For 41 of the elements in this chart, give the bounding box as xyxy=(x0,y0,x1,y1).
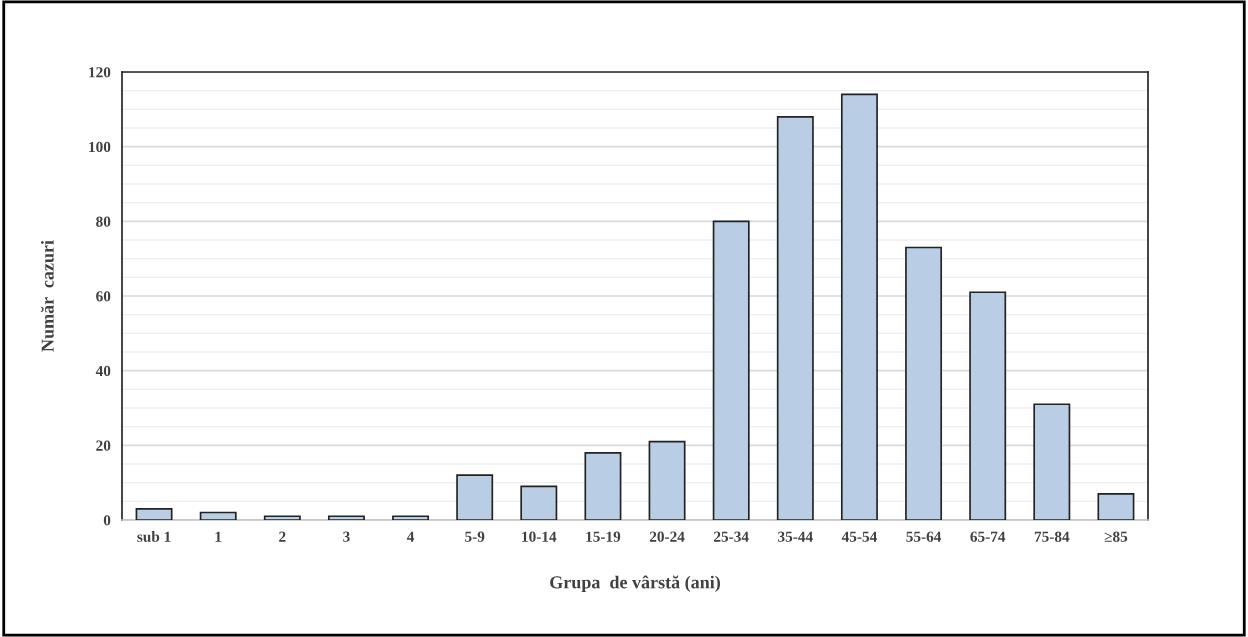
bar xyxy=(648,440,686,520)
bar xyxy=(1097,493,1135,520)
y-axis-title: Număr cazuri xyxy=(40,240,54,352)
bar xyxy=(263,515,301,520)
x-tick-label: 3 xyxy=(343,531,350,542)
bar xyxy=(584,451,622,520)
bar xyxy=(776,115,814,520)
bar xyxy=(712,220,750,520)
x-tick-label: 20-24 xyxy=(649,531,685,542)
x-tick-label: 45-54 xyxy=(841,531,877,542)
bar xyxy=(327,515,365,520)
y-tick-label: 60 xyxy=(96,291,111,302)
bar xyxy=(905,246,943,520)
x-tick-label: 4 xyxy=(406,531,415,542)
x-tick-label: 55-64 xyxy=(906,531,942,542)
bar xyxy=(135,507,173,520)
x-tick-label: 10-14 xyxy=(522,531,557,542)
x-tick-label: 75-84 xyxy=(1034,531,1070,542)
x-tick-label: ≥85 xyxy=(1104,531,1128,542)
bar xyxy=(199,511,237,520)
y-tick-label: 0 xyxy=(103,515,111,526)
bar xyxy=(456,474,494,520)
bar xyxy=(1033,403,1071,520)
bar xyxy=(392,515,430,520)
y-tick-label: 40 xyxy=(95,365,111,377)
x-tick-label: sub 1 xyxy=(137,531,171,542)
bar xyxy=(520,485,558,520)
y-tick-label: 100 xyxy=(89,141,111,153)
x-tick-label: 35-44 xyxy=(778,531,813,542)
x-axis-title: Grupa de vârstă (ani) xyxy=(550,575,720,593)
x-tick-label: 2 xyxy=(279,531,286,542)
bar xyxy=(840,93,878,520)
x-tick-label: 65-74 xyxy=(970,531,1006,542)
x-tick-label: 25-34 xyxy=(714,531,749,542)
bar xyxy=(969,291,1007,520)
x-tick-label: 5-9 xyxy=(465,531,485,542)
y-tick-label: 20 xyxy=(96,440,111,451)
x-tick-label: 15-19 xyxy=(586,531,621,542)
y-tick-label: 120 xyxy=(89,67,111,78)
y-tick-label: 80 xyxy=(96,216,111,227)
x-tick-label: 1 xyxy=(215,531,222,542)
